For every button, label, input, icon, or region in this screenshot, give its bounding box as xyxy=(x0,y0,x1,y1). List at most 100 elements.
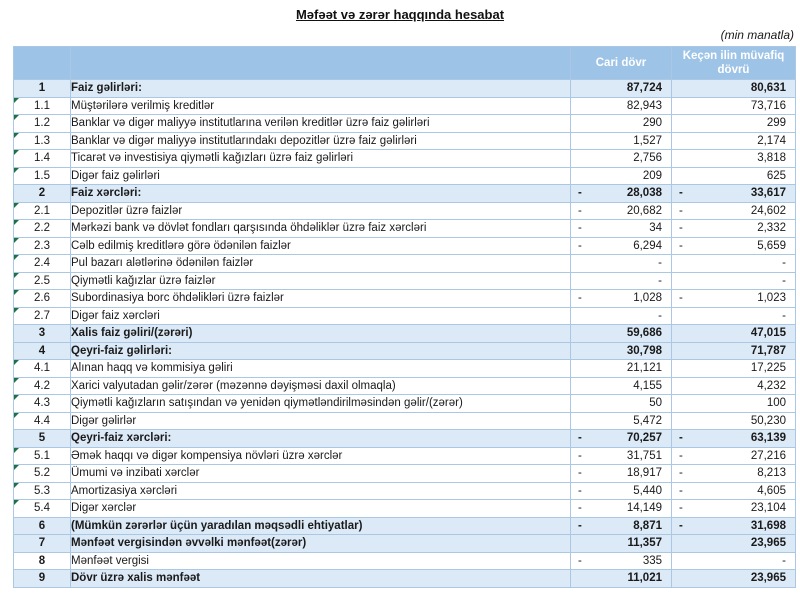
current-period-cell[interactable]: 87,724 xyxy=(570,79,672,98)
previous-period-cell[interactable]: - 23,104 xyxy=(671,499,796,518)
header-current-period[interactable]: Cari dövr xyxy=(570,46,672,80)
current-period-cell[interactable]: - 335 xyxy=(570,551,672,570)
row-number-cell[interactable]: 5.2 xyxy=(13,464,71,483)
previous-period-cell[interactable]: - 5,659 xyxy=(671,236,796,255)
row-label-cell[interactable]: Banklar və digər maliyyə institutlarına … xyxy=(70,114,571,133)
current-period-cell[interactable]: - xyxy=(570,306,672,325)
current-period-cell[interactable]: - 70,257 xyxy=(570,429,672,448)
row-label-cell[interactable]: Digər faiz xərcləri xyxy=(70,306,571,325)
row-label-cell[interactable]: Alınan haqq və kommisiya gəliri xyxy=(70,359,571,378)
row-label-cell[interactable]: Mənfəət vergisi xyxy=(70,551,571,570)
row-label-cell[interactable]: Mərkəzi bank və dövlət fondları qarşısın… xyxy=(70,219,571,238)
row-label-cell[interactable]: Qiymətli kağızlar üzrə faizlər xyxy=(70,271,571,290)
previous-period-cell[interactable]: 4,232 xyxy=(671,376,796,395)
row-number-cell[interactable]: 5.4 xyxy=(13,499,71,518)
row-number-cell[interactable]: 1.5 xyxy=(13,166,71,185)
current-period-cell[interactable]: - 8,871 xyxy=(570,516,672,535)
row-number-cell[interactable]: 6 xyxy=(13,516,71,535)
row-label-cell[interactable]: (Mümkün zərərlər üçün yaradılan məqsədli… xyxy=(70,516,571,535)
header-number-cell[interactable] xyxy=(13,46,71,80)
previous-period-cell[interactable]: - xyxy=(671,551,796,570)
current-period-cell[interactable]: - 18,917 xyxy=(570,464,672,483)
row-number-cell[interactable]: 7 xyxy=(13,534,71,553)
row-number-cell[interactable]: 4.2 xyxy=(13,376,71,395)
current-period-cell[interactable]: 4,155 xyxy=(570,376,672,395)
previous-period-cell[interactable]: - 2,332 xyxy=(671,219,796,238)
row-number-cell[interactable]: 3 xyxy=(13,324,71,343)
current-period-cell[interactable]: 2,756 xyxy=(570,149,672,168)
current-period-cell[interactable]: 59,686 xyxy=(570,324,672,343)
row-label-cell[interactable]: Digər faiz gəlirləri xyxy=(70,166,571,185)
current-period-cell[interactable]: - 14,149 xyxy=(570,499,672,518)
row-number-cell[interactable]: 1.3 xyxy=(13,131,71,150)
row-number-cell[interactable]: 2.5 xyxy=(13,271,71,290)
row-label-cell[interactable]: Banklar və digər maliyyə institutlarında… xyxy=(70,131,571,150)
previous-period-cell[interactable]: 50,230 xyxy=(671,411,796,430)
row-label-cell[interactable]: Pul bazarı alətlərinə ödənilən faizlər xyxy=(70,254,571,273)
previous-period-cell[interactable]: - xyxy=(671,306,796,325)
row-number-cell[interactable]: 5.3 xyxy=(13,481,71,500)
previous-period-cell[interactable]: 71,787 xyxy=(671,341,796,360)
row-label-cell[interactable]: Faiz gəlirləri: xyxy=(70,79,571,98)
row-label-cell[interactable]: Qeyri-faiz xərcləri: xyxy=(70,429,571,448)
current-period-cell[interactable]: 290 xyxy=(570,114,672,133)
previous-period-cell[interactable]: 80,631 xyxy=(671,79,796,98)
current-period-cell[interactable]: - xyxy=(570,254,672,273)
row-number-cell[interactable]: 5 xyxy=(13,429,71,448)
previous-period-cell[interactable]: - 31,698 xyxy=(671,516,796,535)
row-number-cell[interactable]: 4.1 xyxy=(13,359,71,378)
header-description-cell[interactable] xyxy=(70,46,571,80)
previous-period-cell[interactable]: 23,965 xyxy=(671,534,796,553)
row-label-cell[interactable]: Qeyri-faiz gəlirləri: xyxy=(70,341,571,360)
previous-period-cell[interactable]: - 4,605 xyxy=(671,481,796,500)
row-label-cell[interactable]: Depozitlər üzrə faizlər xyxy=(70,201,571,220)
row-number-cell[interactable]: 9 xyxy=(13,569,71,588)
current-period-cell[interactable]: - 31,751 xyxy=(570,446,672,465)
row-number-cell[interactable]: 2.6 xyxy=(13,289,71,308)
current-period-cell[interactable]: - 28,038 xyxy=(570,184,672,203)
row-number-cell[interactable]: 1.2 xyxy=(13,114,71,133)
current-period-cell[interactable]: 5,472 xyxy=(570,411,672,430)
row-label-cell[interactable]: Subordinasiya borc öhdəlikləri üzrə faiz… xyxy=(70,289,571,308)
previous-period-cell[interactable]: - 24,602 xyxy=(671,201,796,220)
row-number-cell[interactable]: 2.1 xyxy=(13,201,71,220)
row-label-cell[interactable]: Müştərilərə verilmiş kreditlər xyxy=(70,96,571,115)
previous-period-cell[interactable]: 73,716 xyxy=(671,96,796,115)
current-period-cell[interactable]: 209 xyxy=(570,166,672,185)
current-period-cell[interactable]: - 34 xyxy=(570,219,672,238)
row-number-cell[interactable]: 1 xyxy=(13,79,71,98)
previous-period-cell[interactable]: - 33,617 xyxy=(671,184,796,203)
row-label-cell[interactable]: Digər gəlirlər xyxy=(70,411,571,430)
row-label-cell[interactable]: Faiz xərcləri: xyxy=(70,184,571,203)
previous-period-cell[interactable]: 23,965 xyxy=(671,569,796,588)
previous-period-cell[interactable]: 625 xyxy=(671,166,796,185)
previous-period-cell[interactable]: 299 xyxy=(671,114,796,133)
row-label-cell[interactable]: Əmək haqqı və digər kompensiya növləri ü… xyxy=(70,446,571,465)
current-period-cell[interactable]: - 1,028 xyxy=(570,289,672,308)
previous-period-cell[interactable]: - 63,139 xyxy=(671,429,796,448)
row-number-cell[interactable]: 2.7 xyxy=(13,306,71,325)
row-label-cell[interactable]: Digər xərclər xyxy=(70,499,571,518)
row-label-cell[interactable]: Cəlb edilmiş kreditlərə görə ödənilən fa… xyxy=(70,236,571,255)
row-number-cell[interactable]: 2.2 xyxy=(13,219,71,238)
row-label-cell[interactable]: Xarici valyutadan gəlir/zərər (məzənnə d… xyxy=(70,376,571,395)
current-period-cell[interactable]: 11,357 xyxy=(570,534,672,553)
current-period-cell[interactable]: - xyxy=(570,271,672,290)
row-label-cell[interactable]: Xalis faiz gəliri/(zərəri) xyxy=(70,324,571,343)
row-number-cell[interactable]: 4.3 xyxy=(13,394,71,413)
current-period-cell[interactable]: 11,021 xyxy=(570,569,672,588)
row-number-cell[interactable]: 2.4 xyxy=(13,254,71,273)
current-period-cell[interactable]: - 5,440 xyxy=(570,481,672,500)
row-label-cell[interactable]: Amortizasiya xərcləri xyxy=(70,481,571,500)
current-period-cell[interactable]: 82,943 xyxy=(570,96,672,115)
row-label-cell[interactable]: Ticarət və investisiya qiymətli kağızlar… xyxy=(70,149,571,168)
row-label-cell[interactable]: Ümumi və inzibati xərclər xyxy=(70,464,571,483)
current-period-cell[interactable]: - 20,682 xyxy=(570,201,672,220)
previous-period-cell[interactable]: - xyxy=(671,254,796,273)
previous-period-cell[interactable]: - xyxy=(671,271,796,290)
row-number-cell[interactable]: 4 xyxy=(13,341,71,360)
previous-period-cell[interactable]: - 1,023 xyxy=(671,289,796,308)
previous-period-cell[interactable]: 3,818 xyxy=(671,149,796,168)
row-number-cell[interactable]: 1.4 xyxy=(13,149,71,168)
row-number-cell[interactable]: 2.3 xyxy=(13,236,71,255)
